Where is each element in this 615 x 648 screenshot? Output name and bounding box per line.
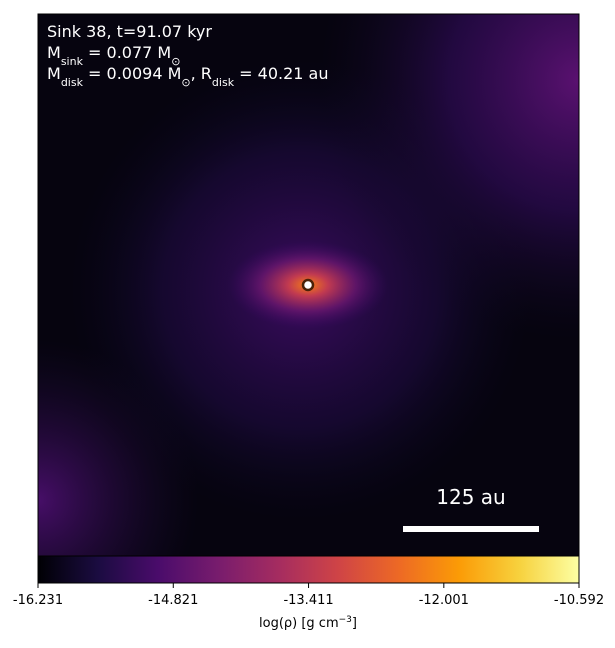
colorbar <box>37 555 580 584</box>
subscript: ⊙ <box>181 76 190 89</box>
subscript: disk <box>212 76 235 89</box>
text-part: log(ρ) [g cm <box>259 616 339 631</box>
subscript: ⊙ <box>171 55 180 68</box>
text-part: Sink 38, t=91.07 kyr <box>47 22 212 41</box>
text-part: M <box>47 43 61 62</box>
text-part: ] <box>352 616 357 631</box>
x-tick-label: -10.592 <box>554 593 604 608</box>
x-tick-label: -12.001 <box>419 593 469 608</box>
sink <box>301 278 315 292</box>
density-image <box>38 14 579 556</box>
x-tick-label: -14.821 <box>148 593 198 608</box>
x-tick-label: -16.231 <box>13 593 63 608</box>
annotation: Mdisk = 0.0094 M⊙, Rdisk = 40.21 au <box>47 64 328 89</box>
subscript: sink <box>61 55 84 68</box>
x-tick-label: -13.411 <box>283 593 333 608</box>
scale-label: 125 au <box>436 485 505 509</box>
text-part: = 0.077 M <box>83 43 171 62</box>
text-part: = 0.0094 M <box>83 64 181 83</box>
text-part: M <box>47 64 61 83</box>
text-part: = 40.21 au <box>234 64 328 83</box>
annotation: Msink = 0.077 M⊙ <box>47 43 180 68</box>
superscript: −3 <box>339 615 352 625</box>
colorbar-label: log(ρ) [g cm−3] <box>259 615 357 631</box>
annotation: Sink 38, t=91.07 kyr <box>47 22 212 41</box>
text-part: , R <box>191 64 212 83</box>
subscript: disk <box>61 76 84 89</box>
